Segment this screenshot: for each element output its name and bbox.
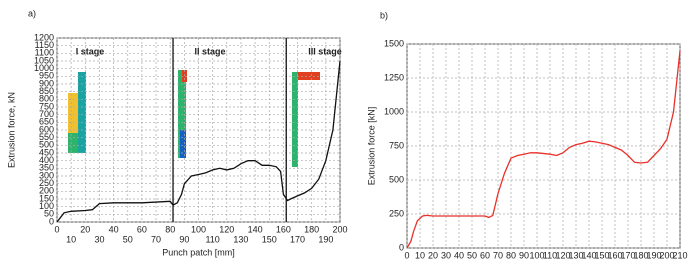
y-tick-label: 1000: [384, 106, 404, 116]
y-tick-label: 750: [389, 140, 404, 150]
y-tick-label: 1250: [384, 72, 404, 82]
y-axis-label: Extrusion force, kN: [6, 92, 16, 168]
x-tick-label: 160: [276, 224, 291, 234]
x-tick-label: 170: [290, 234, 305, 244]
x-tick-label: 60: [480, 250, 490, 260]
x-tick-label: 70: [493, 250, 503, 260]
x-tick-label: 60: [137, 224, 147, 234]
x-tick-label: 210: [672, 250, 687, 260]
stage-label: III stage: [308, 46, 342, 56]
x-tick-label: 140: [248, 224, 263, 234]
figure: 0501001502002503003504004505005506006507…: [0, 0, 695, 261]
x-tick-label: 200: [332, 224, 347, 234]
panel-label: b): [380, 10, 388, 20]
fe-insets: [68, 70, 320, 167]
y-tick-label: 1200: [34, 32, 54, 42]
x-tick-label: 130: [233, 234, 248, 244]
x-tick-label: 90: [519, 250, 529, 260]
x-tick-label: 70: [151, 234, 161, 244]
page: {"chart_data":[ {"type":"line","panel_la…: [0, 0, 695, 266]
x-tick-label: 80: [165, 224, 175, 234]
panel-label: a): [28, 8, 36, 18]
x-tick-label: 100: [191, 224, 206, 234]
x-tick-label: 20: [428, 250, 438, 260]
x-tick-label: 0: [54, 224, 59, 234]
x-axis-label: Punch patch [mm]: [162, 247, 235, 257]
y-tick-label: 500: [389, 174, 404, 184]
x-tick-label: 150: [262, 234, 277, 244]
stage-label: I stage: [76, 46, 105, 56]
x-tick-label: 40: [109, 224, 119, 234]
x-tick-label: 30: [94, 234, 104, 244]
x-tick-label: 10: [415, 250, 425, 260]
y-tick-label: 1500: [384, 38, 404, 48]
x-tick-label: 180: [304, 224, 319, 234]
data-line: [407, 51, 680, 248]
x-tick-label: 30: [441, 250, 451, 260]
x-tick-label: 50: [467, 250, 477, 260]
x-tick-label: 50: [123, 234, 133, 244]
y-tick-label: 250: [389, 208, 404, 218]
x-tick-label: 190: [318, 234, 333, 244]
x-tick-label: 0: [404, 250, 409, 260]
x-tick-label: 40: [454, 250, 464, 260]
x-tick-label: 110: [205, 234, 219, 244]
y-axis-label: Extrusion force [kN]: [366, 107, 376, 186]
y-tick-label: 0: [399, 242, 404, 252]
x-tick-label: 10: [66, 234, 76, 244]
x-tick-label: 20: [80, 224, 90, 234]
stage-label: II stage: [194, 46, 225, 56]
x-tick-label: 120: [219, 224, 234, 234]
x-tick-label: 80: [506, 250, 516, 260]
x-tick-label: 90: [179, 234, 189, 244]
